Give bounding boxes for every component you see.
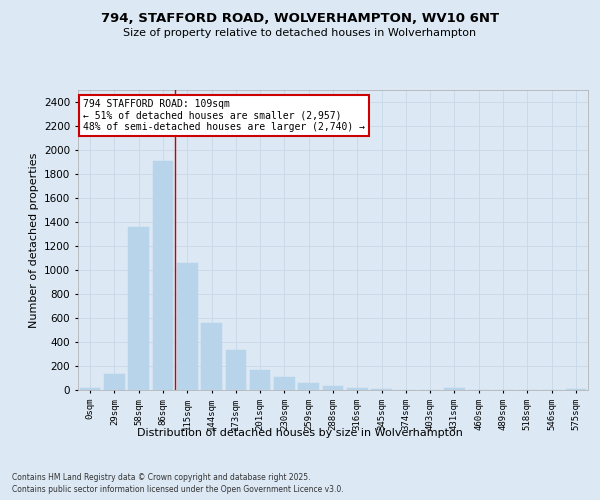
Text: 794, STAFFORD ROAD, WOLVERHAMPTON, WV10 6NT: 794, STAFFORD ROAD, WOLVERHAMPTON, WV10 … (101, 12, 499, 26)
Text: 794 STAFFORD ROAD: 109sqm
← 51% of detached houses are smaller (2,957)
48% of se: 794 STAFFORD ROAD: 109sqm ← 51% of detac… (83, 99, 365, 132)
Bar (80, 388, 100, 390)
Bar (104, 374, 125, 390)
Bar (274, 377, 295, 390)
Y-axis label: Number of detached properties: Number of detached properties (29, 152, 38, 328)
Bar (201, 323, 222, 390)
Bar (347, 388, 368, 390)
Text: Contains public sector information licensed under the Open Government Licence v3: Contains public sector information licen… (12, 485, 344, 494)
Bar (566, 389, 586, 390)
Text: Size of property relative to detached houses in Wolverhampton: Size of property relative to detached ho… (124, 28, 476, 38)
Bar (250, 370, 271, 390)
Bar (128, 227, 149, 390)
Bar (177, 263, 197, 390)
Bar (298, 383, 319, 390)
Bar (444, 388, 465, 390)
Bar (226, 350, 246, 390)
Bar (323, 386, 343, 390)
Text: Distribution of detached houses by size in Wolverhampton: Distribution of detached houses by size … (137, 428, 463, 438)
Text: Contains HM Land Registry data © Crown copyright and database right 2025.: Contains HM Land Registry data © Crown c… (12, 472, 311, 482)
Bar (152, 161, 173, 390)
